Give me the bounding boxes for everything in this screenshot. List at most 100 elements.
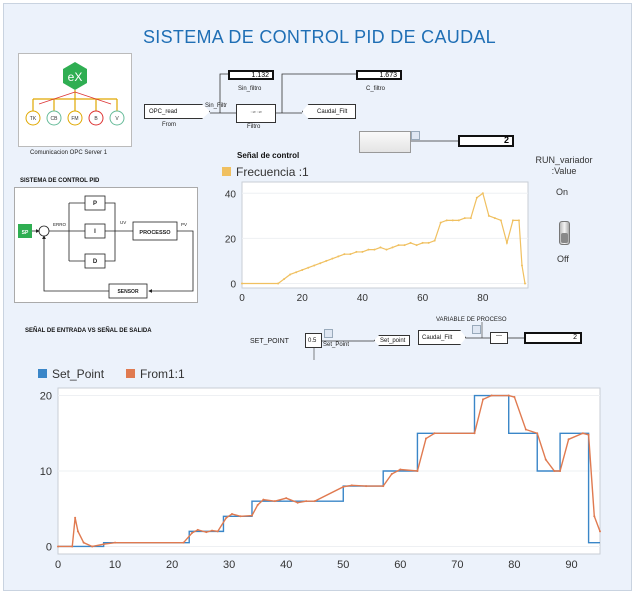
data-point xyxy=(536,432,539,435)
data-point xyxy=(57,545,59,548)
y-tick-label: 0 xyxy=(46,541,52,553)
x-tick-label: 60 xyxy=(417,293,429,304)
data-point xyxy=(507,394,510,397)
data-point xyxy=(365,485,368,488)
block-corner-icon xyxy=(411,131,420,140)
data-point xyxy=(225,516,228,519)
set-point-label: SET_POINT xyxy=(250,338,289,345)
data-point xyxy=(342,485,345,488)
data-point xyxy=(544,458,547,461)
data-point xyxy=(76,530,79,533)
c-filtro-display: 1.673 xyxy=(356,70,402,80)
data-point xyxy=(350,484,353,487)
x-tick-label: 0 xyxy=(55,559,61,571)
data-point xyxy=(262,498,265,501)
data-point xyxy=(433,239,436,242)
data-point xyxy=(524,428,527,431)
data-point xyxy=(285,497,288,500)
gain-block[interactable]: — xyxy=(490,332,508,344)
data-point xyxy=(593,515,596,518)
data-point xyxy=(331,257,334,260)
legend-label: From1:1 xyxy=(140,367,185,381)
x-tick-label: 40 xyxy=(357,293,369,304)
legend-label: Set_Point xyxy=(52,367,105,381)
data-point xyxy=(301,268,304,271)
data-point xyxy=(367,248,370,251)
set-point-constant-block[interactable]: 0.5 xyxy=(305,333,322,348)
data-point xyxy=(239,515,242,518)
data-point xyxy=(427,241,430,244)
data-point xyxy=(289,273,292,276)
plot-area xyxy=(241,181,529,289)
switch-off-label: Off xyxy=(557,254,569,264)
pid-p-label: P xyxy=(93,201,97,207)
data-point xyxy=(305,500,308,503)
data-point xyxy=(307,266,310,269)
opc-read-block[interactable]: OPC_read xyxy=(144,104,210,119)
data-point xyxy=(439,221,442,224)
data-point xyxy=(256,503,259,506)
pid-diagram: SP ERRO P I D UV PROCESSO PV SENSOR xyxy=(14,187,198,303)
data-point xyxy=(71,545,74,548)
x-tick-label: 30 xyxy=(223,559,235,571)
data-point xyxy=(520,264,523,267)
data-point xyxy=(277,282,280,285)
data-point xyxy=(82,541,85,544)
data-point xyxy=(424,437,427,440)
filtro-block[interactable]: ⁻¹⁰ ⁻¹⁰ xyxy=(236,104,276,123)
page-title: SISTEMA DE CONTROL PID DE CAUDAL xyxy=(143,27,496,47)
run-variador-toggle[interactable] xyxy=(559,221,570,245)
y-tick-label: 40 xyxy=(225,189,237,200)
data-point xyxy=(523,282,526,285)
y-tick-label: 20 xyxy=(225,234,237,245)
data-point xyxy=(182,541,185,544)
data-point xyxy=(490,394,493,397)
caudal-filt-from-block[interactable]: Caudal_Filt xyxy=(418,330,466,345)
x-tick-label: 90 xyxy=(565,559,577,571)
c-filtro-label: C_filtro xyxy=(366,86,386,92)
control-signal-chart: 0 20 40 0 20 40 60 80 Frecuencia :1 xyxy=(222,165,529,304)
data-point xyxy=(493,217,496,220)
data-point xyxy=(313,500,316,503)
data-point xyxy=(469,217,472,220)
pid-diagram-svg: SP ERRO P I D UV PROCESSO PV SENSOR xyxy=(18,195,194,299)
series-line xyxy=(58,394,600,548)
data-point xyxy=(559,470,562,472)
pid-d-label: D xyxy=(93,259,98,265)
data-point xyxy=(191,531,194,534)
data-point xyxy=(296,501,299,504)
data-point xyxy=(499,219,502,222)
opc-node-label: CB xyxy=(51,116,59,122)
data-point xyxy=(415,244,418,247)
x-tick-label: 60 xyxy=(394,559,406,571)
x-tick-label: 70 xyxy=(451,559,463,571)
data-point xyxy=(114,541,117,544)
opc-node-label: FM xyxy=(71,116,78,122)
process-value-display: 2 xyxy=(524,332,582,344)
data-point xyxy=(481,192,484,195)
variable-proceso-label: VARIABLE DE PROCESO xyxy=(436,317,507,323)
data-point xyxy=(475,196,478,199)
data-point xyxy=(283,277,286,280)
data-point xyxy=(343,253,346,256)
variable-corner-icon xyxy=(472,325,481,334)
data-point xyxy=(463,217,466,220)
data-point xyxy=(421,241,424,244)
data-point xyxy=(216,530,219,533)
opc-server-image: eX TK CB FM B V xyxy=(18,53,132,147)
data-point xyxy=(445,219,448,222)
set-point-goto-block[interactable]: Set_point xyxy=(374,335,410,346)
data-point xyxy=(390,473,393,476)
data-point xyxy=(391,246,394,249)
data-point xyxy=(361,250,364,253)
caudal-filt-goto-block[interactable]: Caudal_Filt xyxy=(302,104,356,119)
pid-diagram-title: SISTEMA DE CONTROL PID xyxy=(20,178,100,184)
opc-node-label: TK xyxy=(30,116,37,122)
legend-swatch xyxy=(38,369,47,378)
data-point xyxy=(403,244,406,247)
pid-error-label: ERRO xyxy=(53,222,67,227)
blank-button-block[interactable] xyxy=(359,131,411,153)
data-point xyxy=(409,241,412,244)
data-point xyxy=(599,530,601,533)
